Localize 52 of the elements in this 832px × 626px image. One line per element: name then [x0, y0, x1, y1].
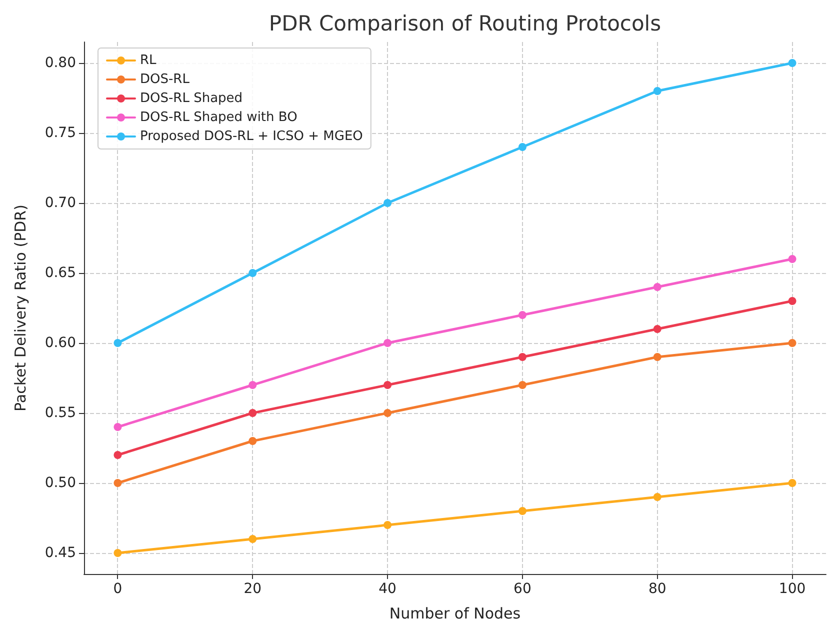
x-tick-label: 20	[244, 581, 262, 597]
x-tick-label: 40	[378, 581, 396, 597]
point	[384, 521, 392, 529]
chart-title: PDR Comparison of Routing Protocols	[268, 12, 662, 36]
y-tick-label: 0.50	[44, 475, 76, 491]
point	[653, 353, 662, 361]
y-tick-label: 0.55	[44, 405, 76, 421]
x-tick-label: 0	[113, 581, 122, 597]
point	[384, 339, 392, 347]
legend-label: DOS-RL Shaped with BO	[140, 110, 298, 125]
point	[518, 143, 526, 151]
y-tick-label: 0.45	[44, 545, 76, 561]
point	[248, 269, 257, 277]
legend-label: DOS-RL	[140, 72, 190, 87]
point	[384, 199, 392, 207]
point	[384, 409, 392, 417]
point	[114, 339, 122, 347]
point	[248, 437, 257, 445]
point	[114, 423, 122, 431]
point	[248, 535, 257, 543]
point	[248, 409, 257, 417]
point	[788, 479, 796, 487]
point	[653, 325, 662, 333]
point	[114, 549, 122, 557]
point	[248, 381, 257, 389]
x-tick-label: 60	[514, 581, 532, 597]
point	[653, 87, 662, 95]
y-tick-label: 0.60	[44, 335, 76, 351]
point	[518, 353, 526, 361]
point	[653, 283, 662, 291]
y-axis-title: Packet Delivery Ratio (PDR)	[12, 204, 30, 412]
y-tick-label: 0.75	[44, 125, 76, 141]
point	[518, 381, 526, 389]
point	[788, 339, 796, 347]
point	[788, 255, 796, 263]
x-axis-title: Number of Nodes	[389, 604, 521, 622]
legend-label: Proposed DOS-RL + ICSO + MGEO	[140, 129, 363, 144]
point	[788, 297, 796, 305]
point	[384, 381, 392, 389]
point	[114, 451, 122, 459]
y-tick-label: 0.70	[44, 195, 76, 211]
x-tick-label: 100	[778, 581, 806, 597]
point	[518, 507, 526, 515]
point	[114, 479, 122, 487]
legend-label: RL	[140, 53, 158, 68]
y-tick-label: 0.65	[44, 265, 76, 281]
point	[788, 59, 796, 67]
legend-label: DOS-RL Shaped	[140, 91, 243, 106]
y-tick-label: 0.80	[44, 55, 76, 71]
point	[518, 311, 526, 319]
x-tick-label: 80	[648, 581, 666, 597]
point	[653, 493, 662, 501]
